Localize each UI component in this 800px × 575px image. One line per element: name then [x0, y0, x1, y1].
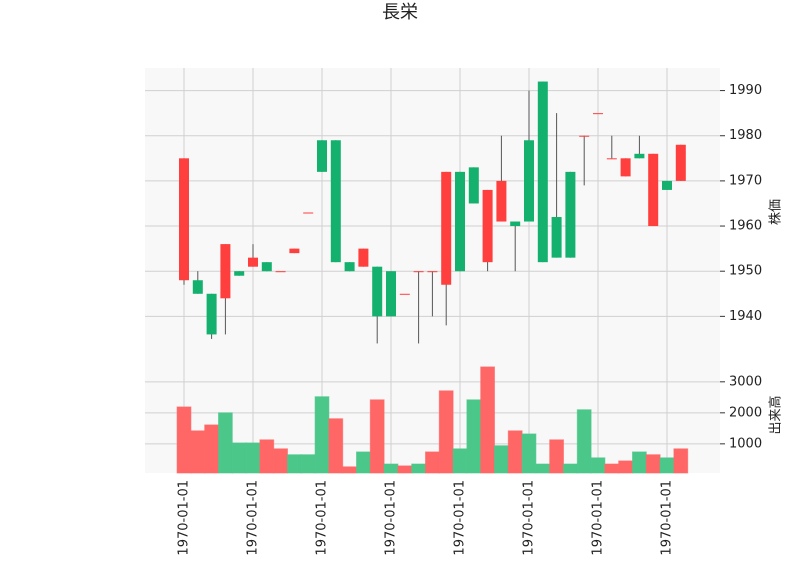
candle-body — [510, 221, 521, 227]
x-tick-label: 1970-01-01 — [522, 480, 537, 556]
volume-bar — [618, 460, 634, 474]
candle-body — [634, 153, 645, 159]
y-axis-label: 株価 — [769, 199, 784, 225]
candle-body — [220, 244, 231, 299]
volume-bar — [632, 451, 647, 474]
candle-body — [358, 248, 369, 267]
candle-body — [261, 262, 272, 272]
candle-body — [675, 144, 686, 181]
volume-bar — [300, 454, 316, 474]
candle-body — [372, 266, 383, 317]
candle-body — [593, 113, 603, 115]
volume-bar — [314, 396, 330, 474]
candle-body — [275, 271, 286, 273]
volume-bar — [231, 442, 247, 474]
volume-bar — [590, 457, 606, 474]
candle-body — [551, 217, 562, 258]
volume-bar — [287, 454, 302, 474]
volume-bar — [645, 454, 661, 474]
volume-bar — [452, 448, 468, 474]
candle-body — [179, 158, 189, 281]
volume-bar — [507, 430, 523, 474]
candle-body — [192, 280, 203, 294]
volume-bar — [176, 406, 192, 474]
candle-body — [524, 140, 534, 222]
chart-title: 長栄 — [382, 2, 418, 23]
volume-bar — [411, 463, 427, 474]
candle-body — [399, 293, 410, 295]
volume-bar — [397, 465, 413, 474]
y-tick-label: 1980 — [729, 128, 762, 143]
candle-body — [468, 167, 479, 204]
volume-tick-label: 1000 — [729, 436, 762, 451]
candle-body — [648, 153, 659, 227]
candle-body — [565, 171, 576, 258]
volume-bar — [604, 463, 620, 474]
y-tick-label: 1960 — [729, 219, 762, 234]
candle-body — [662, 180, 672, 190]
y-tick-label: 1990 — [729, 83, 762, 98]
candle-body — [303, 212, 314, 214]
volume-tick-label: 2000 — [729, 405, 762, 420]
volume-bar — [480, 366, 496, 474]
volume-bar — [438, 390, 454, 474]
y-tick-label: 1950 — [729, 264, 762, 279]
y-tick-label: 1940 — [729, 309, 762, 324]
candle-body — [248, 257, 258, 267]
x-tick-label: 1970-01-01 — [315, 480, 330, 556]
volume-bar — [494, 445, 509, 474]
candle-body — [427, 271, 438, 273]
volume-bar — [328, 418, 344, 474]
candle-body — [206, 293, 217, 335]
x-tick-label: 1970-01-01 — [177, 480, 192, 556]
volume-axis-label: 出来高 — [768, 395, 784, 434]
volume-bar — [342, 466, 358, 474]
volume-bar — [549, 439, 565, 474]
volume-bar — [659, 457, 675, 474]
candle-body — [317, 140, 327, 172]
volume-bar — [273, 448, 289, 474]
candle-body — [496, 180, 507, 222]
volume-bar — [190, 430, 206, 474]
candle-body — [482, 189, 493, 263]
candle-body — [413, 271, 424, 273]
candle-body — [441, 171, 452, 285]
volume-bar — [673, 448, 689, 474]
candle-body — [386, 271, 396, 317]
volume-bar — [356, 451, 371, 474]
x-tick-label: 1970-01-01 — [660, 480, 675, 556]
volume-bar — [466, 399, 482, 474]
candle-body — [455, 171, 465, 272]
x-tick-label: 1970-01-01 — [384, 480, 399, 556]
volume-bar — [383, 463, 399, 474]
y-tick-label: 1970 — [729, 173, 762, 188]
volume-bar — [218, 412, 233, 474]
candle-body — [234, 271, 245, 276]
volume-bar — [369, 399, 385, 474]
x-tick-label: 1970-01-01 — [591, 480, 606, 556]
candle-body — [620, 158, 631, 177]
volume-bar — [563, 463, 578, 474]
x-tick-label: 1970-01-01 — [453, 480, 468, 556]
volume-bar — [576, 409, 592, 474]
volume-tick-label: 3000 — [729, 374, 762, 389]
volume-bar — [535, 463, 551, 474]
volume-bar — [259, 439, 275, 474]
candle-body — [606, 158, 617, 160]
volume-bar — [425, 451, 440, 474]
candle-body — [537, 81, 548, 263]
candle-body — [344, 262, 355, 272]
candle-body — [289, 248, 300, 254]
candle-body — [330, 140, 341, 263]
volume-bar — [521, 433, 537, 474]
volume-bar — [204, 424, 219, 474]
x-tick-label: 1970-01-01 — [246, 480, 261, 556]
volume-bar — [245, 442, 261, 474]
candle-body — [579, 135, 590, 137]
